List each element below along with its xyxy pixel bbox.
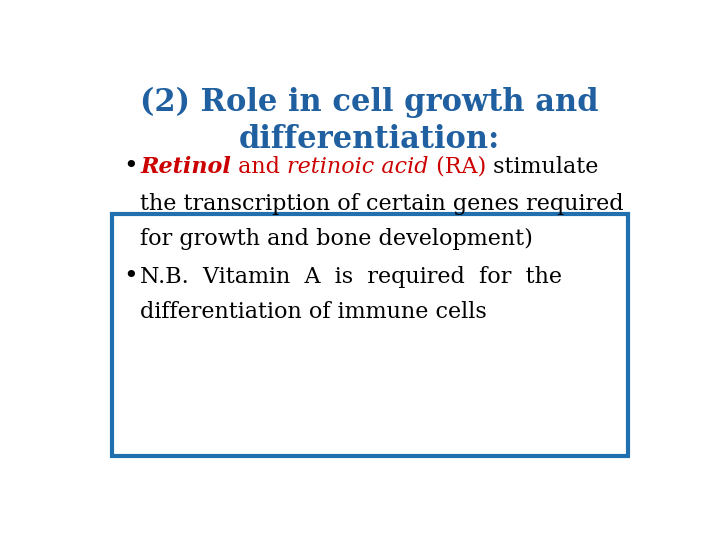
Text: (RA): (RA) [428, 156, 486, 178]
Text: (2) Role in cell growth and: (2) Role in cell growth and [140, 86, 598, 118]
Text: N.B.  Vitamin  A  is  required  for  the: N.B. Vitamin A is required for the [140, 266, 562, 288]
Text: stimulate: stimulate [486, 156, 598, 178]
FancyBboxPatch shape [112, 214, 629, 456]
Text: and: and [231, 156, 287, 178]
Text: the transcription of certain genes required: the transcription of certain genes requi… [140, 193, 624, 215]
Text: for growth and bone development): for growth and bone development) [140, 228, 533, 251]
Text: •: • [124, 265, 138, 288]
Text: •: • [124, 155, 138, 178]
Text: differentiation:: differentiation: [238, 124, 500, 155]
Text: Retinol: Retinol [140, 156, 231, 178]
Text: differentiation of immune cells: differentiation of immune cells [140, 301, 487, 323]
Text: retinoic acid: retinoic acid [287, 156, 428, 178]
